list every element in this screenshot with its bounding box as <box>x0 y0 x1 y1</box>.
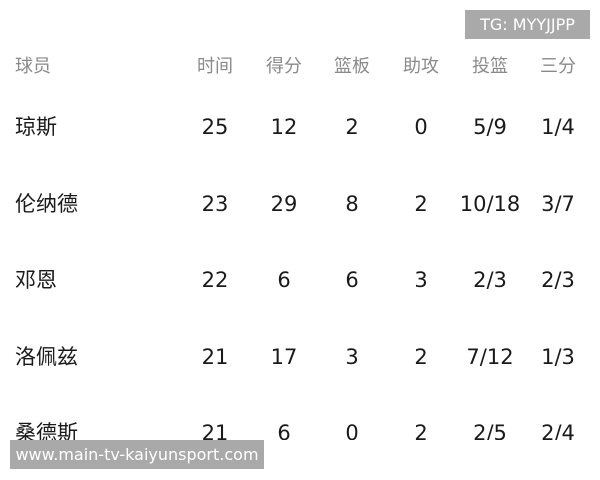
cell-minutes: 23 <box>201 192 229 216</box>
cell-assists: 2 <box>414 421 428 440</box>
cell-player: 洛佩兹 <box>15 345 78 369</box>
watermark-tg: TG: MYYJJPP <box>465 10 590 39</box>
cell-3pt: 2/4 <box>541 421 575 440</box>
cell-assists: 2 <box>414 192 428 216</box>
header-3pt: 三分 <box>540 56 576 77</box>
cell-rebounds: 2 <box>345 115 359 139</box>
cell-player: 伦纳德 <box>15 192 78 216</box>
table-row: 琼斯 25 12 2 0 5/9 1/4 <box>0 107 600 147</box>
cell-player: 琼斯 <box>15 115 57 139</box>
cell-points: 17 <box>270 345 298 369</box>
cell-rebounds: 0 <box>345 421 359 440</box>
header-minutes: 时间 <box>197 56 233 77</box>
cell-fg: 5/9 <box>473 115 507 139</box>
table-row: 洛佩兹 21 17 3 2 7/12 1/3 <box>0 337 600 377</box>
cell-fg: 2/5 <box>473 421 507 440</box>
cell-assists: 2 <box>414 345 428 369</box>
cell-minutes: 22 <box>201 268 229 292</box>
cell-minutes: 21 <box>201 345 229 369</box>
cell-3pt: 1/4 <box>541 115 575 139</box>
header-player: 球员 <box>15 56 51 77</box>
cell-points: 29 <box>270 192 298 216</box>
cell-fg: 7/12 <box>466 345 514 369</box>
cell-assists: 0 <box>414 115 428 139</box>
table-header: 球员 时间 得分 篮板 助攻 投篮 三分 <box>0 47 600 87</box>
header-rebounds: 篮板 <box>334 56 370 77</box>
cell-rebounds: 6 <box>345 268 359 292</box>
cell-3pt: 1/3 <box>541 345 575 369</box>
cell-points: 6 <box>277 421 291 440</box>
cell-points: 6 <box>277 268 291 292</box>
cell-rebounds: 8 <box>345 192 359 216</box>
cell-minutes: 21 <box>201 421 229 440</box>
cell-player: 邓恩 <box>15 268 57 292</box>
header-points: 得分 <box>266 56 302 77</box>
cell-3pt: 3/7 <box>541 192 575 216</box>
watermark-url: www.main-tv-kaiyunsport.com <box>10 440 264 469</box>
table-row: 伦纳德 23 29 8 2 10/18 3/7 <box>0 184 600 224</box>
cell-player: 桑德斯 <box>15 421 78 440</box>
cell-assists: 3 <box>414 268 428 292</box>
cell-rebounds: 3 <box>345 345 359 369</box>
stats-table: 球员 时间 得分 篮板 助攻 投篮 三分 琼斯 25 12 2 0 5/9 1/4 伦纳德 23… <box>0 47 600 440</box>
cell-3pt: 2/3 <box>541 268 575 292</box>
header-assists: 助攻 <box>403 56 439 77</box>
cell-fg: 2/3 <box>473 268 507 292</box>
cell-fg: 10/18 <box>459 192 521 216</box>
header-fg: 投篮 <box>472 56 508 77</box>
table-row: 邓恩 22 6 6 3 2/3 2/3 <box>0 260 600 300</box>
cell-points: 12 <box>270 115 298 139</box>
table-row: 桑德斯 21 6 0 2 2/5 2/4 <box>0 413 600 440</box>
cell-minutes: 25 <box>201 115 229 139</box>
